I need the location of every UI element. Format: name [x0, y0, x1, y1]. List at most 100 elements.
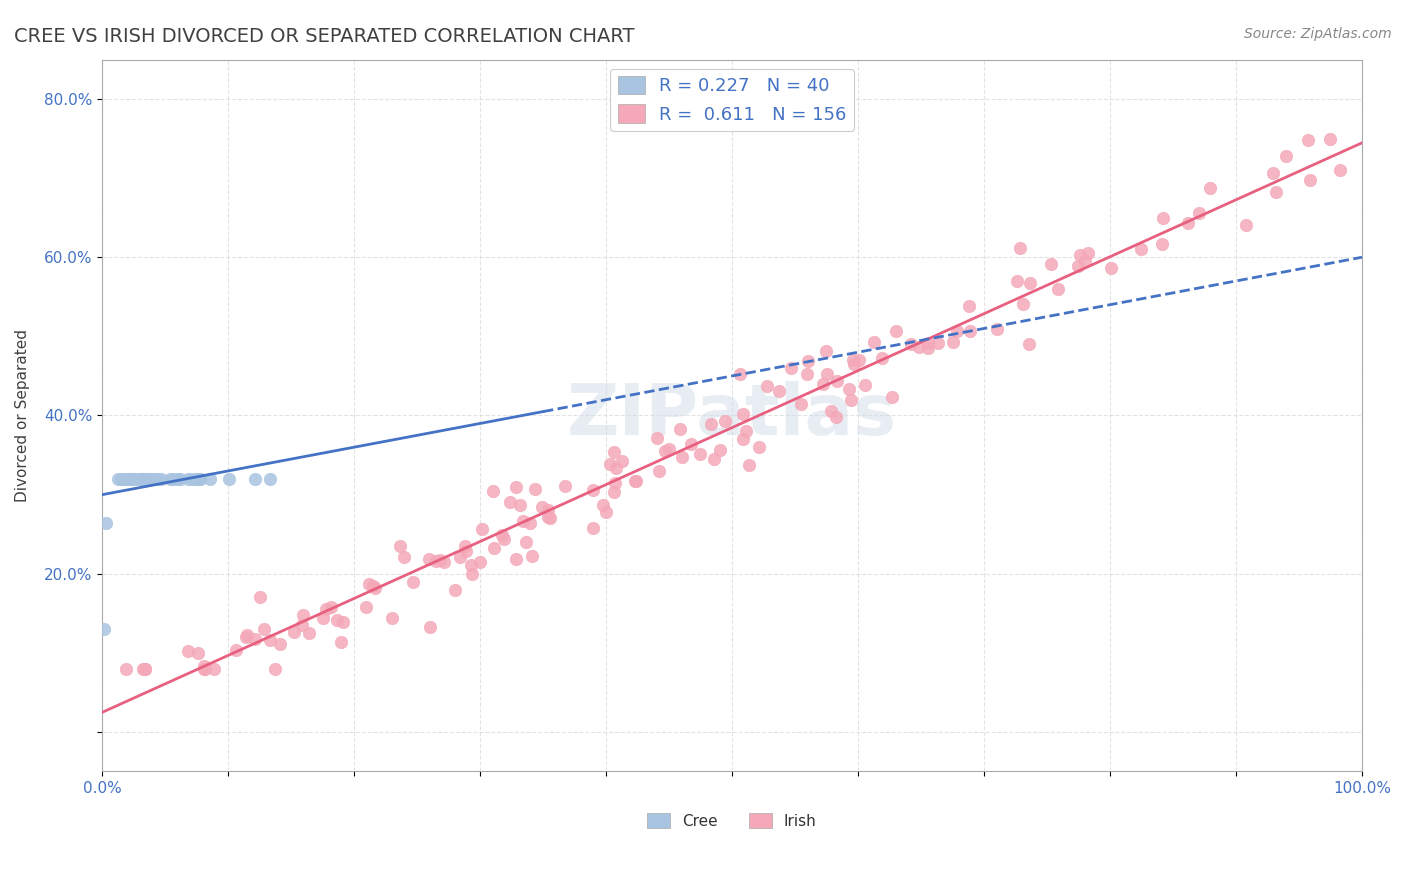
Point — [236, 628, 259, 642]
Point — [1275, 149, 1298, 163]
Point — [681, 437, 703, 451]
Point — [907, 340, 929, 354]
Point — [1011, 297, 1033, 311]
Point — [131, 472, 153, 486]
Point — [186, 472, 208, 486]
Point — [779, 361, 801, 376]
Point — [942, 334, 965, 349]
Point — [499, 495, 522, 509]
Point — [509, 498, 531, 512]
Point — [388, 539, 411, 553]
Point — [790, 397, 813, 411]
Point — [797, 354, 820, 368]
Point — [756, 379, 779, 393]
Point — [605, 460, 627, 475]
Point — [128, 472, 150, 486]
Point — [433, 555, 456, 569]
Point — [1018, 337, 1040, 351]
Point — [128, 472, 150, 486]
Point — [862, 335, 884, 350]
Point — [494, 532, 516, 546]
Point — [595, 505, 617, 519]
Point — [188, 472, 211, 486]
Point — [115, 472, 138, 486]
Point — [94, 516, 117, 530]
Point — [1067, 259, 1090, 273]
Point — [505, 480, 527, 494]
Point — [326, 614, 349, 628]
Point — [461, 567, 484, 582]
Point — [603, 485, 626, 500]
Point — [330, 635, 353, 649]
Point — [249, 590, 271, 604]
Point — [132, 472, 155, 486]
Point — [515, 535, 537, 549]
Point — [814, 343, 837, 358]
Point — [512, 514, 534, 528]
Point — [298, 626, 321, 640]
Point — [917, 335, 939, 350]
Point — [709, 443, 731, 458]
Point — [647, 431, 669, 445]
Point — [243, 472, 266, 486]
Point — [354, 600, 377, 615]
Point — [146, 472, 169, 486]
Point — [582, 521, 605, 535]
Point — [117, 472, 139, 486]
Point — [671, 450, 693, 464]
Point — [689, 447, 711, 461]
Point — [945, 325, 967, 339]
Point — [605, 476, 627, 491]
Point — [1296, 133, 1319, 147]
Point — [491, 528, 513, 542]
Point — [703, 452, 725, 467]
Point — [460, 558, 482, 572]
Text: ZIPatlas: ZIPatlas — [567, 381, 897, 450]
Point — [1046, 282, 1069, 296]
Point — [141, 472, 163, 486]
Point — [1099, 260, 1122, 275]
Y-axis label: Divorced or Separated: Divorced or Separated — [15, 329, 30, 502]
Point — [319, 600, 342, 615]
Point — [838, 382, 860, 396]
Point — [218, 472, 240, 486]
Point — [957, 299, 980, 313]
Point — [259, 472, 281, 486]
Point — [1039, 257, 1062, 271]
Point — [728, 368, 751, 382]
Point — [363, 581, 385, 595]
Point — [870, 351, 893, 366]
Point — [381, 611, 404, 625]
Legend: Cree, Irish: Cree, Irish — [641, 806, 823, 835]
Point — [848, 353, 870, 368]
Point — [136, 472, 159, 486]
Point — [162, 472, 184, 486]
Point — [986, 322, 1008, 336]
Point — [124, 472, 146, 486]
Point — [243, 632, 266, 647]
Point — [454, 543, 477, 558]
Point — [107, 472, 129, 486]
Point — [357, 577, 380, 591]
Point — [181, 472, 204, 486]
Point — [444, 582, 467, 597]
Point — [853, 378, 876, 392]
Point — [186, 472, 208, 486]
Point — [1198, 180, 1220, 194]
Point — [731, 433, 754, 447]
Point — [429, 553, 451, 567]
Point — [187, 646, 209, 660]
Point — [134, 661, 156, 675]
Point — [668, 422, 690, 436]
Point — [1074, 253, 1097, 268]
Point — [884, 324, 907, 338]
Point — [93, 622, 115, 636]
Point — [1299, 173, 1322, 187]
Point — [187, 472, 209, 486]
Point — [193, 661, 215, 675]
Point — [419, 620, 441, 634]
Point — [169, 472, 191, 486]
Point — [166, 472, 188, 486]
Point — [145, 472, 167, 486]
Point — [1019, 276, 1042, 290]
